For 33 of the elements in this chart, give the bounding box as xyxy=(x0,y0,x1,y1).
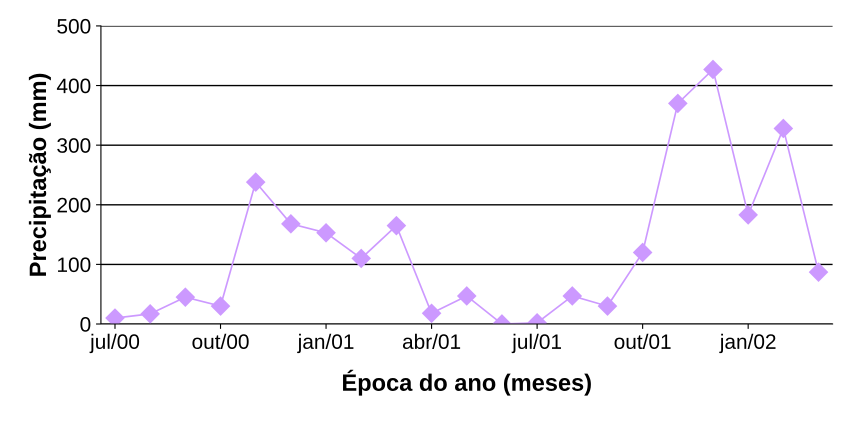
point xyxy=(140,304,160,324)
point xyxy=(210,296,230,316)
point xyxy=(703,60,723,79)
y-tick-label: 200 xyxy=(57,198,90,213)
point xyxy=(738,205,758,224)
x-tick-label: abr/01 xyxy=(402,334,460,350)
x-tick-label: out/01 xyxy=(614,334,671,350)
x-axis-title: Época do ano (meses) xyxy=(343,370,591,396)
point xyxy=(386,216,406,236)
point xyxy=(316,223,336,242)
x-tick-label: jul/01 xyxy=(512,334,561,354)
x-tick-label: jan/02 xyxy=(719,334,776,354)
point xyxy=(246,172,266,192)
y-axis-title: Precipitação (mm) xyxy=(28,74,51,276)
point xyxy=(422,304,442,323)
x-tick-label: out/00 xyxy=(192,334,249,350)
point xyxy=(562,286,582,306)
x-tick-label: jan/01 xyxy=(297,334,354,354)
point xyxy=(281,214,300,234)
point xyxy=(598,296,617,316)
y-tick-label: 100 xyxy=(58,257,90,272)
y-tick-label: 500 xyxy=(57,18,90,34)
x-tick-label: jul/00 xyxy=(90,334,140,354)
point xyxy=(352,248,371,268)
point xyxy=(668,94,688,113)
point xyxy=(457,286,476,306)
point xyxy=(808,262,828,282)
point xyxy=(176,288,195,307)
point xyxy=(633,242,652,262)
y-tick-label: 0 xyxy=(80,317,90,332)
y-tick-label: 400 xyxy=(56,78,90,94)
point xyxy=(774,118,793,138)
y-tick-label: 300 xyxy=(57,138,90,153)
